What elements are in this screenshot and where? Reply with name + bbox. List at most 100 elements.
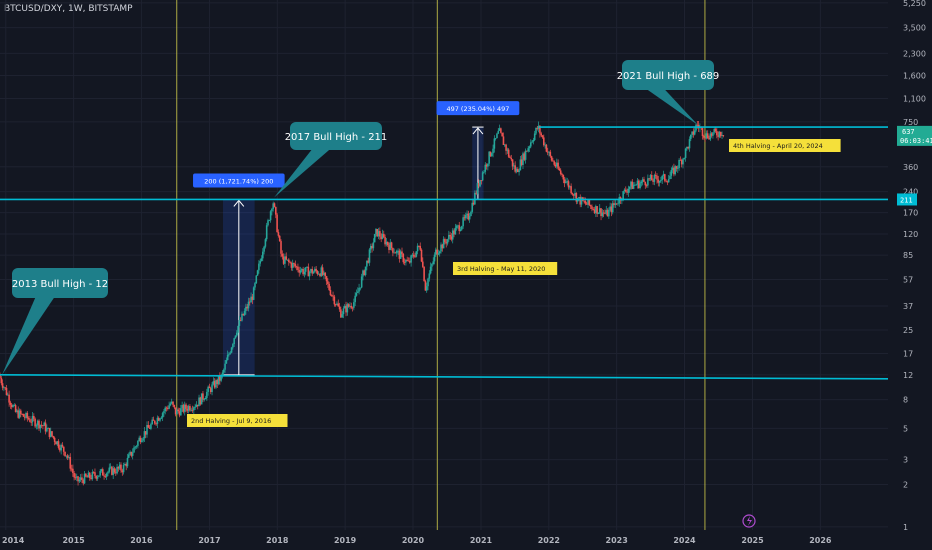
- candle-down: [216, 380, 219, 385]
- price-tick-label: 360: [903, 163, 918, 172]
- symbol-title: BTCUSD/DXY, 1W, BITSTAMP: [4, 4, 133, 14]
- candle-up: [56, 441, 59, 445]
- candle-up: [667, 179, 670, 183]
- candle-up: [405, 259, 407, 263]
- candle-down: [5, 387, 8, 395]
- price-tick-label: 12: [903, 371, 913, 380]
- halving-label-bg: [729, 139, 841, 152]
- candle-up: [416, 245, 419, 252]
- candle-up: [721, 135, 723, 136]
- halving-label-2020: 3rd Halving - May 11, 2020: [453, 262, 558, 275]
- candle-down: [717, 135, 719, 137]
- candle-down: [675, 166, 678, 169]
- candle-up: [683, 157, 686, 159]
- candle-down: [656, 175, 658, 180]
- candle-up: [410, 255, 412, 263]
- candle-up: [207, 386, 209, 392]
- candle-up: [118, 464, 121, 469]
- candle-down: [665, 180, 667, 182]
- candle-down: [371, 245, 373, 249]
- candle-down: [281, 253, 284, 257]
- candle-down: [600, 208, 602, 217]
- candle-up: [617, 203, 619, 205]
- price-tick-label: 57: [903, 276, 913, 285]
- candle-down: [624, 189, 627, 192]
- candle-up: [358, 287, 360, 292]
- candle-down: [104, 476, 107, 477]
- candle-down: [165, 407, 168, 409]
- candle-down: [282, 256, 285, 264]
- candle-down: [584, 200, 587, 204]
- price-axis[interactable]: 123581217253757851201702403607501,1001,6…: [888, 0, 932, 550]
- candle-down: [541, 135, 544, 138]
- candle-up: [454, 227, 457, 235]
- candle-up: [647, 178, 649, 186]
- measure-label: 497 (235.04%) 497: [446, 105, 509, 113]
- candle-down: [189, 406, 191, 411]
- candle-down: [248, 301, 251, 303]
- candle-up: [247, 301, 250, 309]
- candle-up: [204, 397, 207, 400]
- price-tick-label: 25: [903, 326, 913, 335]
- candle-down: [29, 419, 31, 422]
- candle-down: [710, 133, 713, 136]
- time-axis[interactable]: 2014 2015 2016 2017 2018 2019 2020 2021 2022 2023…: [0, 530, 932, 550]
- candle-down: [191, 409, 194, 411]
- candle-up: [31, 415, 34, 423]
- candle-up: [260, 258, 263, 261]
- candle-up: [156, 417, 159, 424]
- candle-down: [645, 185, 648, 187]
- candle-up: [163, 411, 165, 414]
- candle-up: [364, 266, 367, 276]
- candle-down: [526, 150, 528, 152]
- candle-down: [26, 412, 29, 419]
- candle-down: [424, 281, 427, 291]
- candle-up: [522, 153, 524, 165]
- candle-up: [146, 425, 148, 435]
- time-tick-label: 2019: [334, 536, 357, 545]
- price-tick-label: 37: [903, 302, 913, 311]
- candle-up: [498, 128, 501, 131]
- candle-down: [338, 306, 341, 310]
- candle-up: [235, 332, 238, 336]
- candle-down: [10, 404, 13, 408]
- candle-up: [661, 175, 663, 181]
- candle-down: [406, 259, 409, 261]
- candle-down: [113, 468, 116, 473]
- candle-up: [133, 447, 135, 453]
- last-price-badge: [897, 125, 932, 146]
- candle-down: [418, 245, 420, 247]
- candle-down: [419, 246, 422, 250]
- candle-down: [562, 175, 565, 180]
- candle-up: [229, 352, 232, 354]
- time-tick-label: 2025: [741, 536, 764, 545]
- candle-up: [537, 125, 540, 129]
- candle-up: [336, 303, 338, 305]
- candle-down: [708, 137, 710, 140]
- time-tick-label: 2016: [130, 536, 153, 545]
- candle-down: [337, 303, 340, 307]
- candle-up: [314, 268, 316, 272]
- candle-up: [483, 171, 485, 173]
- candle-down: [392, 247, 394, 253]
- candle-down: [559, 170, 562, 174]
- candle-down: [394, 252, 397, 254]
- candle-down: [543, 137, 545, 146]
- candle-up: [529, 142, 532, 147]
- candle-up: [366, 260, 368, 267]
- candle-up: [108, 467, 111, 472]
- time-tick-label: 2021: [470, 536, 493, 545]
- candle-down: [552, 160, 554, 162]
- candle-up: [65, 455, 68, 457]
- candle-down: [384, 237, 386, 245]
- price-tick-label: 750: [903, 118, 918, 127]
- callout-pointer: [274, 148, 332, 198]
- candle-up: [544, 144, 546, 146]
- candle-down: [277, 232, 280, 236]
- candle-up: [531, 141, 533, 143]
- candle-up: [639, 183, 641, 189]
- candle-down: [280, 241, 282, 254]
- candle-down: [422, 261, 424, 267]
- candle-up: [660, 180, 662, 181]
